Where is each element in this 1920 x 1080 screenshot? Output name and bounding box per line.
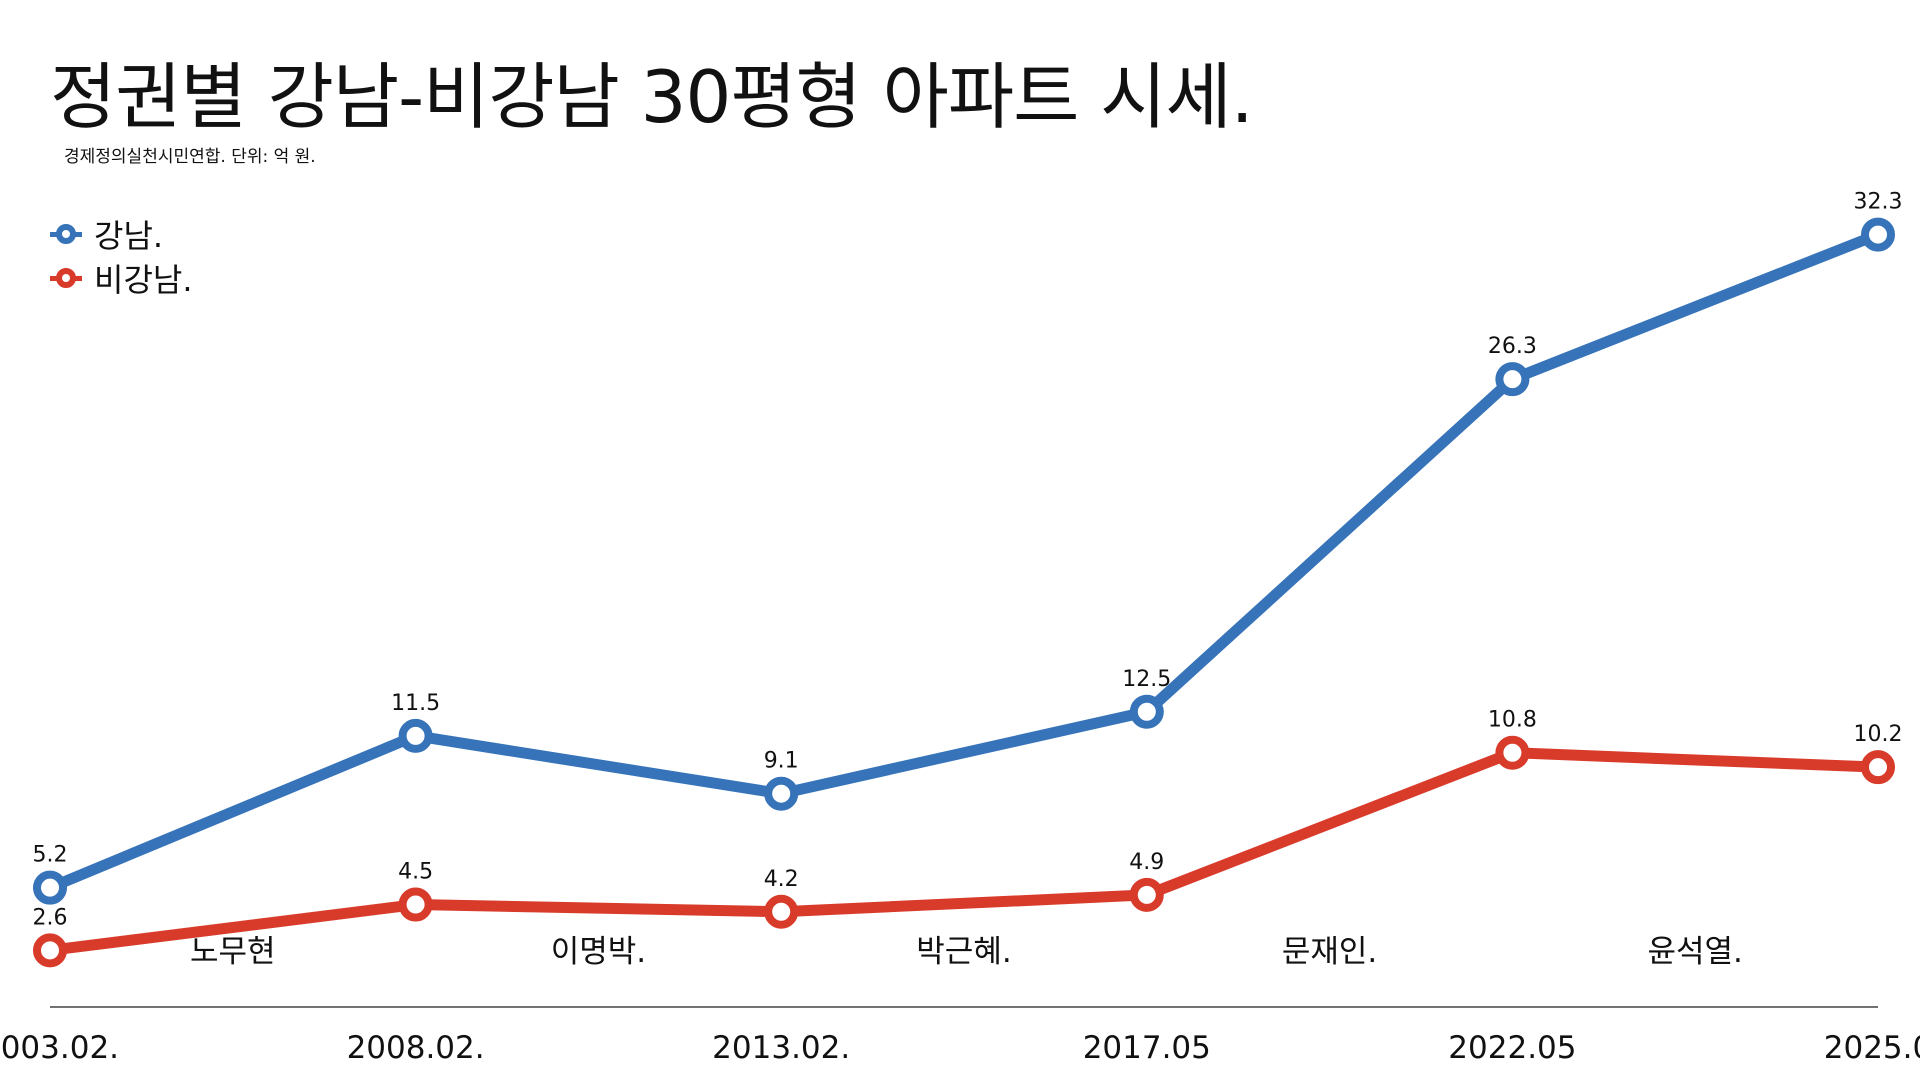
data-point-s0-1 — [398, 718, 433, 753]
x-tick-label-4: 2022.05 — [1448, 1030, 1576, 1066]
series-line-0 — [44, 229, 1884, 894]
legend-item-gangnam: 강남. — [50, 212, 193, 256]
data-label-s0-4: 26.3 — [1488, 334, 1537, 359]
period-label-2: 박근혜. — [916, 934, 1011, 970]
data-label-s0-3: 12.5 — [1122, 667, 1171, 692]
data-point-s0-3 — [1129, 694, 1164, 729]
data-label-s0-2: 9.1 — [764, 749, 799, 774]
data-label-s1-4: 10.8 — [1488, 708, 1537, 733]
data-label-s0-1: 11.5 — [391, 691, 440, 716]
data-label-s1-2: 4.2 — [764, 867, 799, 892]
legend-item-non-gangnam: 비강남. — [50, 256, 193, 300]
data-label-s1-5: 10.2 — [1854, 722, 1903, 747]
legend-marker-gangnam-icon — [50, 224, 82, 244]
period-label-3: 문재인. — [1282, 934, 1377, 970]
x-tick-label-5: 2025.0 — [1824, 1030, 1920, 1066]
data-label-s1-1: 4.5 — [398, 860, 433, 885]
data-label-s0-0: 5.2 — [33, 843, 68, 868]
x-tick-label-1: 2008.02. — [347, 1030, 485, 1066]
chart-title: 정권별 강남-비강남 30평형 아파트 시세. — [50, 55, 1254, 139]
data-label-s1-0: 2.6 — [33, 905, 68, 930]
chart-subtitle: 경제정의실천시민연합. 단위: 억 원. — [64, 147, 316, 167]
legend-label-gangnam: 강남. — [94, 217, 164, 255]
data-point-s0-5 — [1861, 217, 1895, 252]
x-tick-label-2: 2013.02. — [712, 1030, 850, 1066]
data-point-s1-4 — [1495, 735, 1530, 770]
series-line-1 — [44, 747, 1884, 956]
x-tick-label-0: 2003.02. — [0, 1030, 119, 1066]
legend-label-non-gangnam: 비강남. — [94, 261, 193, 299]
data-point-s0-2 — [764, 776, 799, 811]
data-point-s1-2 — [764, 894, 799, 929]
data-label-s1-3: 4.9 — [1129, 850, 1164, 875]
data-label-s0-5: 32.3 — [1854, 190, 1903, 215]
period-label-1: 이명박. — [551, 934, 646, 970]
data-point-s1-1 — [398, 887, 433, 922]
period-label-0: 노무현 — [190, 934, 276, 970]
data-point-s1-5 — [1861, 750, 1895, 785]
legend: 강남. 비강남. — [50, 212, 193, 300]
data-point-s0-4 — [1495, 362, 1530, 397]
data-point-s0-0 — [33, 870, 67, 905]
data-point-s1-0 — [33, 933, 67, 968]
period-label-4: 윤석열. — [1647, 934, 1742, 970]
data-point-s1-3 — [1129, 877, 1164, 912]
legend-marker-non-gangnam-icon — [50, 268, 82, 288]
x-tick-label-3: 2017.05 — [1083, 1030, 1211, 1066]
